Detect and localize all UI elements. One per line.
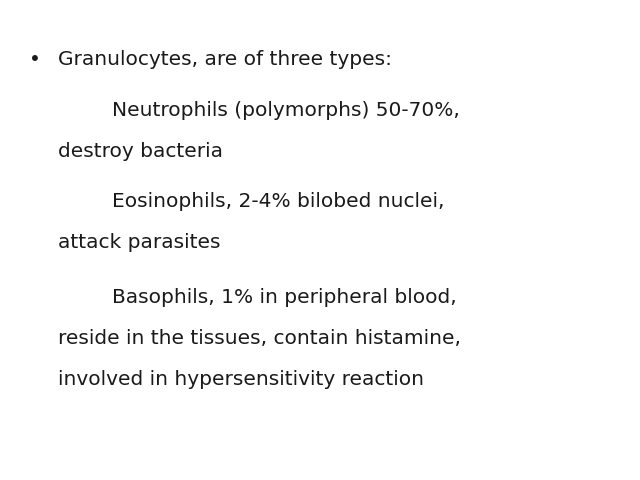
- Text: destroy bacteria: destroy bacteria: [58, 142, 223, 161]
- Text: Eosinophils, 2-4% bilobed nuclei,: Eosinophils, 2-4% bilobed nuclei,: [112, 192, 445, 211]
- Text: attack parasites: attack parasites: [58, 233, 220, 252]
- Text: Granulocytes, are of three types:: Granulocytes, are of three types:: [58, 50, 392, 70]
- Text: Basophils, 1% in peripheral blood,: Basophils, 1% in peripheral blood,: [112, 288, 457, 307]
- Text: involved in hypersensitivity reaction: involved in hypersensitivity reaction: [58, 370, 424, 389]
- Text: reside in the tissues, contain histamine,: reside in the tissues, contain histamine…: [58, 329, 461, 348]
- Text: Neutrophils (polymorphs) 50-70%,: Neutrophils (polymorphs) 50-70%,: [112, 101, 460, 120]
- Text: •: •: [29, 50, 41, 70]
